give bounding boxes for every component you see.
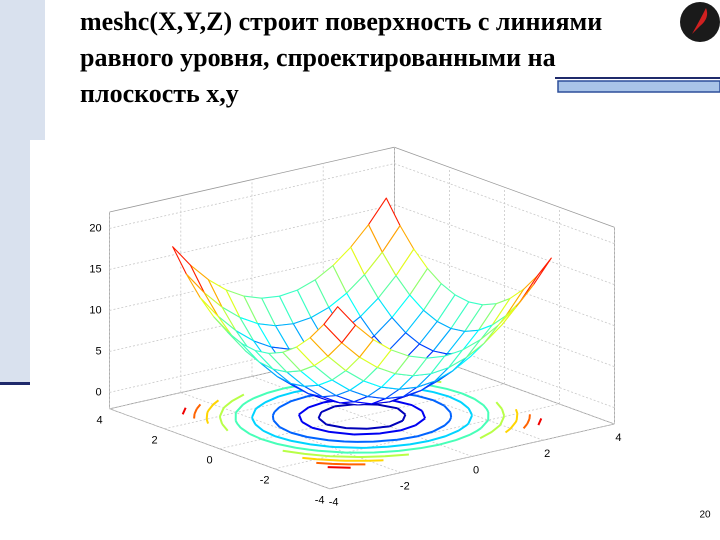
x-tick-label: 2 (544, 448, 550, 460)
grid-line (109, 327, 615, 408)
side-rule (0, 382, 32, 385)
y-tick-label: 0 (207, 455, 213, 467)
title-line: meshc(X,Y,Z) строит поверхность с линиям… (80, 7, 602, 36)
mesh-cell (323, 306, 357, 344)
z-tick-label: 5 (95, 345, 101, 357)
grid-line (109, 245, 615, 326)
y-tick-label: 4 (97, 415, 103, 427)
y-tick-label: -4 (315, 495, 325, 507)
title-line: плоскость x,y (80, 79, 239, 108)
z-tick-label: 20 (89, 222, 101, 234)
grid-line (329, 227, 615, 490)
title-line: равного уровня, спроектированными на (80, 43, 556, 72)
z-tick-label: 0 (95, 386, 101, 398)
logo (680, 2, 720, 42)
z-tick-label: 15 (89, 263, 101, 275)
grid-line (109, 163, 615, 244)
y-tick-label: 2 (152, 435, 158, 447)
logo-mark (692, 8, 708, 34)
y-tick-label: -2 (260, 475, 270, 487)
contour-line (317, 403, 407, 430)
grid-line (274, 207, 560, 470)
plot: -4 -2 0 2 4 -4 -2 0 2 4 0 5 10 15 20 (89, 146, 621, 509)
x-tick-label: -4 (329, 497, 339, 509)
x-tick-label: 0 (473, 464, 479, 476)
top-band (557, 80, 720, 93)
grid-line (219, 187, 505, 450)
page-number: 20 (699, 510, 711, 521)
x-tick-label: 4 (615, 432, 621, 444)
x-tick-label: -2 (400, 481, 410, 493)
grid-line (109, 204, 615, 285)
contour-line (181, 364, 543, 469)
grid-line (109, 286, 615, 367)
z-tick-label: 10 (89, 304, 101, 316)
